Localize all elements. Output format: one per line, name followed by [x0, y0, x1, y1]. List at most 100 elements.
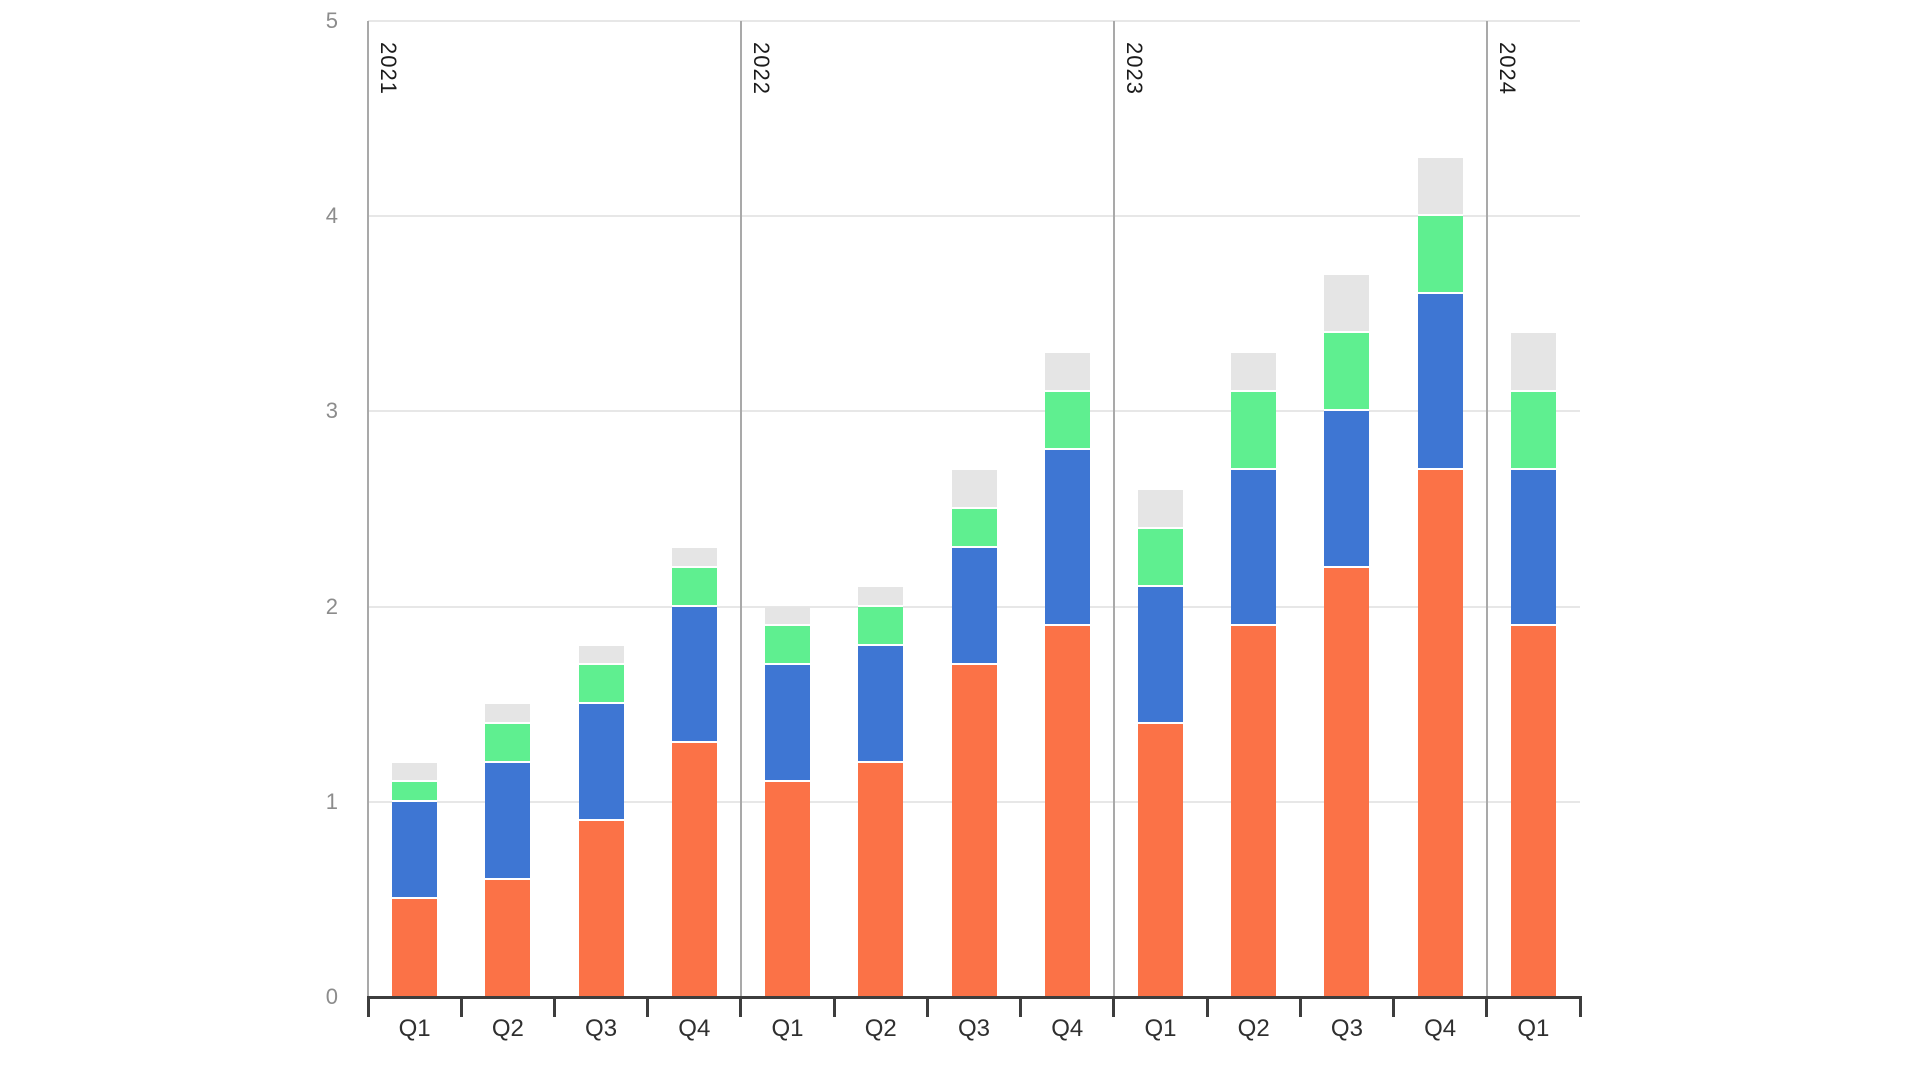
x-axis-tick — [1205, 996, 1209, 1017]
bar-segment-green — [951, 509, 997, 549]
bar-segment-orange — [671, 743, 717, 997]
x-axis-tick-label: Q1 — [398, 1015, 431, 1042]
bar-segment-orange — [1137, 723, 1183, 997]
bar-q1-4 — [765, 21, 811, 997]
bar-q3-10 — [1324, 21, 1370, 997]
bar-segment-blue — [1417, 294, 1463, 470]
x-axis-tick-label: Q2 — [1237, 1015, 1270, 1042]
x-axis-tick-label: Q4 — [1424, 1015, 1457, 1042]
bar-segment-green — [765, 626, 811, 666]
bar-segment-gray — [765, 606, 811, 627]
year-label: 2021 — [376, 42, 401, 95]
x-axis-tick — [1578, 996, 1582, 1017]
year-label: 2023 — [1121, 42, 1147, 95]
bar-segment-orange — [1417, 469, 1463, 997]
bar-segment-gray — [485, 704, 531, 724]
year-label: 2024 — [1494, 42, 1520, 95]
bar-segment-orange — [858, 762, 904, 997]
bar-q1-0 — [392, 21, 438, 997]
bar-segment-gray — [1231, 352, 1277, 392]
bar-segment-orange — [1044, 626, 1090, 997]
x-axis-tick-label: Q3 — [957, 1015, 990, 1042]
bar-segment-blue — [1137, 587, 1183, 724]
bar-segment-gray — [951, 469, 997, 509]
x-axis-tick — [1485, 996, 1489, 1017]
year-label: 2022 — [748, 42, 774, 95]
bar-segment-gray — [392, 762, 438, 783]
bar-segment-green — [1324, 333, 1370, 412]
x-axis-tick-label: Q2 — [491, 1015, 524, 1042]
x-axis-tick-label: Q1 — [1517, 1015, 1550, 1042]
bar-segment-green — [671, 567, 717, 607]
year-divider — [739, 21, 742, 997]
bar-segment-green — [1231, 391, 1277, 470]
bar-segment-blue — [1231, 469, 1277, 627]
bar-q1-12 — [1510, 21, 1556, 997]
bar-q4-11 — [1417, 21, 1463, 997]
bar-segment-gray — [858, 587, 904, 607]
bar-segment-green — [578, 665, 624, 705]
bar-q1-8 — [1137, 21, 1183, 997]
x-axis-tick-label: Q3 — [585, 1015, 618, 1042]
bar-segment-blue — [671, 606, 717, 744]
bar-q4-3 — [671, 21, 717, 997]
bar-q2-9 — [1231, 21, 1277, 997]
bar-segment-blue — [1324, 411, 1370, 568]
bar-segment-green — [1044, 391, 1090, 451]
x-axis-tick — [459, 996, 463, 1017]
bar-segment-orange — [1231, 626, 1277, 997]
x-axis-tick — [1298, 996, 1302, 1017]
bar-segment-gray — [1417, 157, 1463, 217]
x-axis-tick — [739, 996, 743, 1017]
year-divider — [1112, 21, 1115, 997]
bar-segment-orange — [485, 879, 531, 997]
x-axis-tick — [646, 996, 650, 1017]
x-axis-tick — [832, 996, 836, 1017]
gridline — [368, 410, 1580, 413]
bar-segment-orange — [1324, 567, 1370, 997]
bar-segment-orange — [392, 899, 438, 997]
y-axis-tick-label: 5 — [325, 8, 338, 33]
x-axis-line — [367, 996, 1581, 999]
bar-segment-green — [392, 782, 438, 802]
bar-segment-gray — [1510, 333, 1556, 392]
bar-segment-green — [858, 606, 904, 646]
bar-segment-orange — [951, 665, 997, 997]
y-axis-line — [367, 21, 369, 997]
y-axis-tick-label: 1 — [325, 788, 338, 814]
plot-area — [366, 20, 1582, 1017]
x-axis-tick-label: Q3 — [1330, 1015, 1363, 1042]
bar-segment-gray — [1324, 274, 1370, 334]
bar-segment-blue — [485, 762, 531, 880]
x-axis-tick-label: Q1 — [1144, 1015, 1177, 1042]
x-axis-tick-label: Q4 — [678, 1015, 711, 1042]
bar-segment-blue — [951, 548, 997, 666]
y-axis-tick-label: 0 — [325, 984, 338, 1009]
bar-segment-green — [485, 723, 531, 763]
bar-segment-green — [1137, 528, 1183, 588]
bar-segment-blue — [765, 665, 811, 783]
x-axis-tick-label: Q2 — [864, 1015, 897, 1042]
gridline — [368, 215, 1580, 218]
bar-q2-5 — [858, 21, 904, 997]
x-axis-tick — [1019, 996, 1023, 1017]
x-axis-tick — [1112, 996, 1116, 1017]
x-axis-tick — [552, 996, 556, 1017]
bar-segment-gray — [671, 548, 717, 568]
year-divider — [1485, 21, 1488, 997]
bar-q4-7 — [1044, 21, 1090, 997]
bar-segment-green — [1417, 216, 1463, 295]
y-axis-tick-label: 4 — [325, 203, 338, 229]
y-axis-tick-label: 3 — [325, 398, 338, 424]
y-axis-tick-label: 2 — [325, 593, 338, 619]
x-axis-tick-label: Q4 — [1051, 1015, 1084, 1042]
bar-segment-blue — [858, 645, 904, 763]
x-axis-tick — [925, 996, 929, 1017]
x-axis-tick — [1392, 996, 1396, 1017]
bar-segment-orange — [765, 782, 811, 997]
bar-segment-blue — [1044, 450, 1090, 627]
bar-segment-green — [1510, 391, 1556, 470]
bar-q2-1 — [485, 21, 531, 997]
bar-segment-gray — [1044, 352, 1090, 392]
